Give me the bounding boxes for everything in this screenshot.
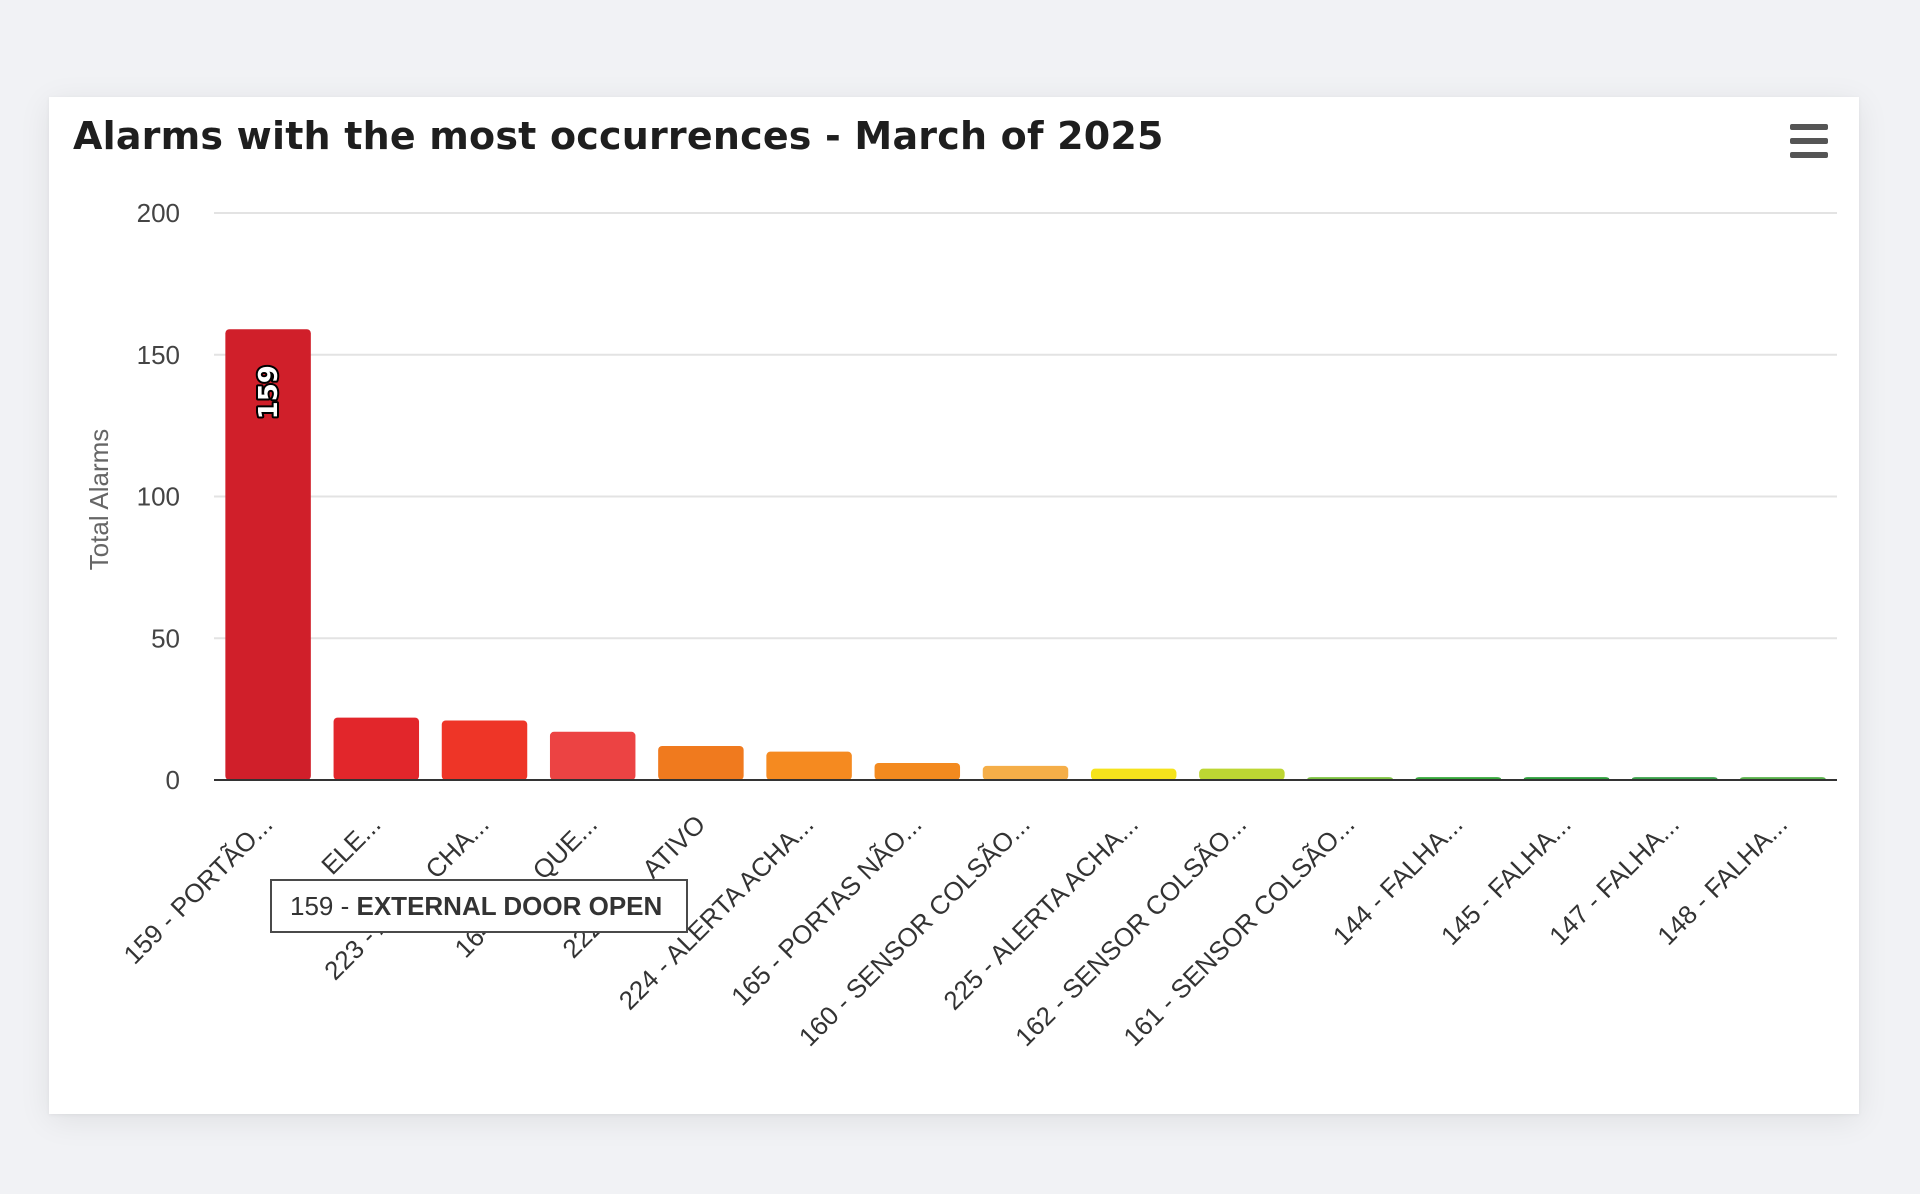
tooltip-separator: - — [333, 890, 357, 921]
bar[interactable] — [766, 751, 852, 780]
bar[interactable] — [1199, 768, 1285, 780]
x-tick-label: 225 - ALERTA ACHA... — [937, 809, 1144, 1016]
hamburger-menu-icon[interactable] — [1789, 124, 1829, 158]
tooltip-code: 159 — [290, 890, 334, 921]
menu-icon-bar — [1790, 152, 1828, 158]
bar[interactable] — [1090, 768, 1177, 780]
y-tick-label: 50 — [151, 623, 180, 653]
menu-icon-bar — [1790, 124, 1828, 130]
bar[interactable] — [658, 745, 744, 780]
bar[interactable] — [874, 762, 961, 780]
chart-title: Alarms with the most occurrences - March… — [73, 114, 1164, 158]
x-tick-label: 165 - PORTAS NÃO... — [725, 809, 927, 1011]
bar[interactable] — [441, 720, 528, 780]
y-tick-label: 150 — [137, 340, 180, 370]
x-tick-label: 162 - SENSOR COLSÃO... — [1009, 809, 1252, 1052]
x-tick-label: 161 - SENSOR COLSÃO... — [1117, 809, 1360, 1052]
y-axis-title: Total Alarms — [84, 429, 114, 571]
tooltip-name: EXTERNAL DOOR OPEN — [356, 890, 663, 921]
bar[interactable] — [549, 731, 636, 780]
x-tick-label: 159 - PORTÃO... — [117, 809, 278, 970]
bar[interactable] — [333, 717, 420, 780]
bar-data-label: 159 — [254, 365, 284, 419]
y-tick-label: 100 — [137, 482, 180, 512]
bar-tooltip: 159 - EXTERNAL DOOR OPEN — [270, 879, 689, 933]
y-tick-label: 200 — [137, 198, 180, 228]
bar[interactable] — [225, 329, 311, 780]
y-tick-label: 0 — [166, 765, 180, 795]
bar[interactable] — [982, 765, 1069, 780]
menu-icon-bar — [1790, 138, 1828, 144]
x-tick-label: 160 - SENSOR COLSÃO... — [793, 809, 1036, 1052]
chart-card: Alarms with the most occurrences - March… — [49, 97, 1859, 1114]
